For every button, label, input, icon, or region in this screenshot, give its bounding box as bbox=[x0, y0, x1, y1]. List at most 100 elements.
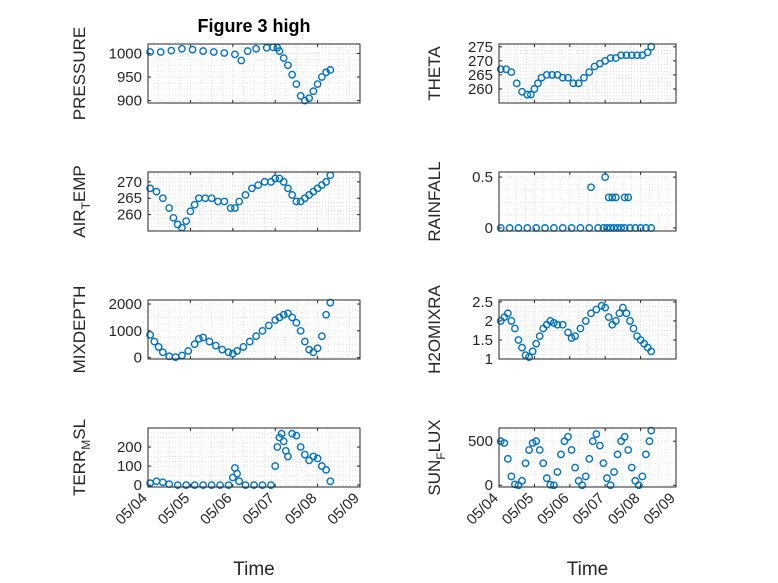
ticks: 0 1000 2000 bbox=[109, 296, 361, 367]
data-point bbox=[619, 303, 627, 312]
y-tick-label: 2 bbox=[485, 313, 493, 330]
data-point bbox=[165, 204, 174, 212]
data-point bbox=[239, 343, 248, 351]
y-axis-label: RAINFALL bbox=[425, 161, 444, 241]
data-series bbox=[496, 426, 656, 490]
data-point bbox=[599, 459, 608, 468]
data-point bbox=[199, 333, 208, 342]
data-point bbox=[220, 197, 229, 206]
data-point bbox=[296, 92, 305, 100]
data-series bbox=[496, 42, 656, 99]
data-point bbox=[526, 90, 535, 99]
data-point bbox=[258, 326, 267, 335]
data-point bbox=[500, 439, 509, 447]
data-point bbox=[190, 481, 199, 489]
y-tick-label: 1000 bbox=[109, 45, 142, 62]
data-point bbox=[231, 50, 239, 59]
subplot-5: 0 1000 2000 MIXDEPTH bbox=[70, 286, 361, 373]
y-axis-label: AIRTEMP bbox=[70, 165, 93, 238]
data-point bbox=[528, 347, 537, 356]
data-point bbox=[622, 309, 631, 318]
minor-grid bbox=[498, 44, 677, 104]
data-point bbox=[305, 94, 314, 103]
data-point bbox=[226, 204, 235, 212]
data-point bbox=[167, 46, 176, 55]
data-point bbox=[292, 318, 301, 327]
y-tick-label: 265 bbox=[468, 67, 493, 84]
data-point bbox=[182, 481, 191, 489]
axes-background bbox=[499, 172, 676, 231]
y-axis-label-subscript: T bbox=[79, 201, 93, 209]
axes-background bbox=[499, 44, 676, 103]
data-point bbox=[525, 446, 533, 454]
data-point bbox=[629, 324, 638, 333]
y-tick-label: 0 bbox=[485, 477, 493, 494]
data-point bbox=[237, 56, 246, 65]
data-point bbox=[611, 193, 620, 202]
y-tick-label: 1 bbox=[485, 351, 493, 368]
data-point bbox=[511, 480, 519, 489]
data-point bbox=[564, 73, 572, 82]
data-point bbox=[512, 79, 521, 88]
y-tick-label: 950 bbox=[117, 69, 142, 86]
data-point bbox=[292, 80, 301, 89]
data-point bbox=[569, 79, 578, 88]
subplot-1: 900 950 1000 PRESSURE Figure 3 high bbox=[70, 16, 361, 120]
data-point bbox=[592, 305, 601, 314]
data-series bbox=[146, 298, 335, 362]
data-point bbox=[588, 437, 597, 446]
axes-frame bbox=[147, 43, 361, 104]
data-point bbox=[518, 343, 526, 352]
data-point bbox=[284, 309, 292, 318]
axes-frame bbox=[147, 427, 361, 488]
y-axis-label-rest: EMP bbox=[70, 165, 89, 202]
data-point bbox=[581, 317, 590, 325]
data-point bbox=[557, 450, 565, 459]
y-tick-label: 270 bbox=[117, 174, 142, 191]
data-point bbox=[247, 184, 256, 193]
data-point bbox=[271, 174, 280, 183]
data-point bbox=[507, 472, 516, 481]
data-point bbox=[178, 44, 186, 53]
data-point bbox=[313, 80, 322, 89]
data-point bbox=[190, 200, 199, 209]
data-point bbox=[525, 353, 533, 361]
data-series bbox=[496, 301, 656, 361]
data-point bbox=[624, 446, 633, 454]
x-axis-label: Time bbox=[567, 559, 609, 580]
data-point bbox=[235, 197, 244, 206]
data-point bbox=[571, 463, 580, 472]
data-point bbox=[633, 51, 641, 60]
data-point bbox=[322, 177, 330, 186]
data-point bbox=[647, 426, 656, 435]
data-point bbox=[199, 47, 208, 55]
ticks: 1 1.5 2 2.5 bbox=[472, 294, 677, 368]
data-point bbox=[626, 317, 634, 325]
data-point bbox=[152, 187, 161, 196]
axes-frame bbox=[147, 171, 361, 232]
data-point bbox=[207, 194, 216, 203]
data-point bbox=[194, 334, 203, 343]
data-point bbox=[211, 341, 220, 350]
data-point bbox=[507, 317, 516, 325]
data-point bbox=[205, 337, 214, 346]
data-point bbox=[296, 326, 305, 335]
data-point bbox=[622, 51, 631, 60]
y-tick-label: 0 bbox=[134, 350, 142, 367]
subplot-6: 1 1.5 2 2.5 H2OMIXRA bbox=[425, 284, 677, 374]
data-point bbox=[610, 468, 618, 476]
data-point bbox=[564, 432, 572, 441]
data-point bbox=[146, 330, 155, 339]
data-point bbox=[288, 313, 297, 322]
data-point bbox=[326, 477, 335, 486]
data-point bbox=[624, 193, 633, 202]
data-point bbox=[154, 343, 163, 351]
data-point bbox=[553, 468, 562, 476]
data-point bbox=[601, 173, 610, 181]
y-tick-label: 900 bbox=[117, 93, 142, 110]
y-tick-label: 500 bbox=[468, 433, 493, 450]
data-point bbox=[606, 54, 615, 62]
